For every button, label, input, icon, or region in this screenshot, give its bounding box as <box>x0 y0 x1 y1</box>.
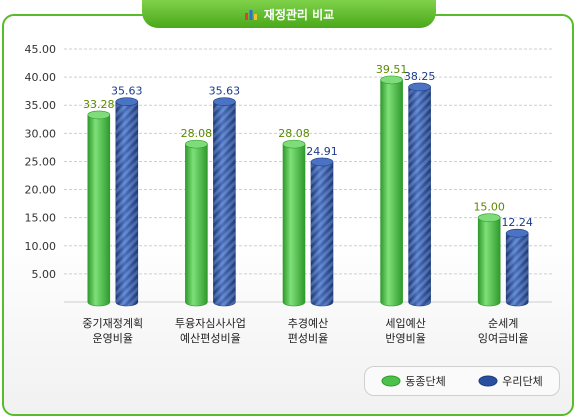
data-label: 28.08 <box>181 127 213 140</box>
legend-swatch-blue <box>478 375 498 387</box>
data-label: 15.00 <box>473 201 505 214</box>
page-title: 재정관리 비교 <box>263 7 335 22</box>
y-tick-label: 20.00 <box>25 184 57 197</box>
y-tick-label: 35.00 <box>25 99 57 112</box>
legend-label: 동종단체 <box>405 375 446 388</box>
bar-blue <box>505 228 529 307</box>
x-tick-label: 잉여금비율 <box>478 332 529 345</box>
legend-label: 우리단체 <box>502 375 543 388</box>
legend-item-blue: 우리단체 <box>478 373 543 389</box>
bar-chart-icon <box>244 10 257 20</box>
data-label: 33.28 <box>83 98 115 111</box>
x-tick-label: 예산편성비율 <box>180 332 241 345</box>
bar-green <box>185 139 208 307</box>
legend: 동종단체 우리단체 <box>364 366 560 396</box>
legend-item-green: 동종단체 <box>381 373 446 389</box>
x-tick-label: 세입예산 <box>385 317 425 330</box>
x-tick-label: 편성비율 <box>288 332 328 345</box>
data-label: 28.08 <box>278 127 310 140</box>
data-label: 12.24 <box>501 216 533 229</box>
data-label: 38.25 <box>404 70 436 83</box>
data-label: 24.91 <box>306 145 338 158</box>
y-tick-label: 45.00 <box>25 43 57 56</box>
legend-swatch-green <box>381 375 401 387</box>
bar-blue <box>213 97 236 307</box>
y-tick-label: 10.00 <box>25 240 57 253</box>
data-label: 35.63 <box>209 85 241 98</box>
x-tick-label: 중기재정계획 <box>82 317 143 330</box>
bar-green <box>87 110 111 307</box>
y-tick-label: 25.00 <box>25 155 57 168</box>
bar-green <box>477 213 501 307</box>
data-label: 39.51 <box>376 63 408 76</box>
bar-green <box>282 139 306 307</box>
header-tab: 재정관리 비교 <box>142 0 436 28</box>
x-tick-label: 운영비율 <box>93 332 133 345</box>
x-tick-label: 순세계 <box>488 317 518 330</box>
x-tick-label: 추경예산 <box>288 317 328 330</box>
data-label: 35.63 <box>111 85 143 98</box>
bar-blue <box>408 82 431 307</box>
bar-blue <box>115 97 139 307</box>
bar-blue <box>310 157 334 307</box>
x-tick-label: 투융자심사사업 <box>175 317 246 330</box>
y-tick-label: 15.00 <box>25 212 57 225</box>
y-tick-label: 5.00 <box>32 268 57 281</box>
x-tick-label: 반영비율 <box>385 332 425 345</box>
y-tick-label: 30.00 <box>25 127 57 140</box>
bar-green <box>380 75 403 307</box>
y-tick-label: 40.00 <box>25 71 57 84</box>
